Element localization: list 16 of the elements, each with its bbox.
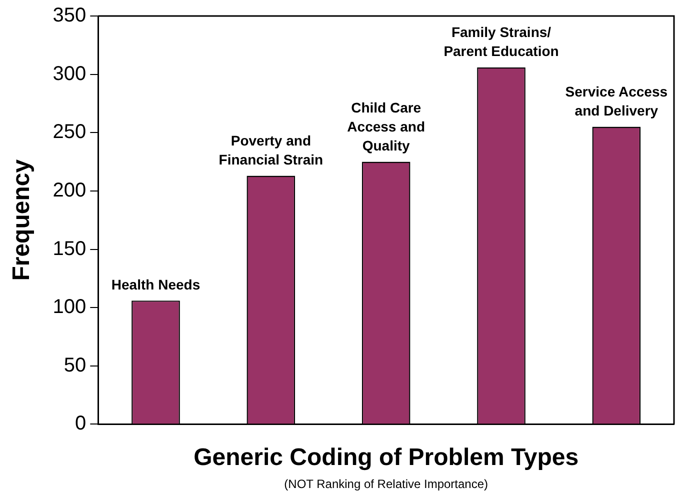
y-tick-label: 100 (52, 296, 86, 318)
y-tick-label: 200 (52, 179, 86, 202)
x-tick-label: Child Care Access and Quality (347, 100, 425, 154)
x-tick-label: Health Needs (111, 276, 200, 292)
y-tick-label: 250 (52, 121, 86, 144)
y-tick-label: 150 (52, 238, 86, 260)
y-tick-label: 350 (52, 4, 86, 27)
y-tick-label: 0 (75, 412, 86, 435)
text: (NOT Ranking of Relative Importance) (284, 477, 488, 491)
y-tick-label: 50 (64, 354, 86, 376)
x-axis-title: Generic Coding of Problem Types (194, 444, 579, 472)
y-axis-title: Frequency (8, 158, 36, 281)
x-tick-label: Poverty and Financial Strain (218, 132, 324, 168)
y-tick-label: 300 (52, 62, 86, 85)
x-tick-label: Service Access and Delivery (565, 84, 668, 119)
x-tick-label: Family Strains/ Parent Education (444, 24, 559, 60)
